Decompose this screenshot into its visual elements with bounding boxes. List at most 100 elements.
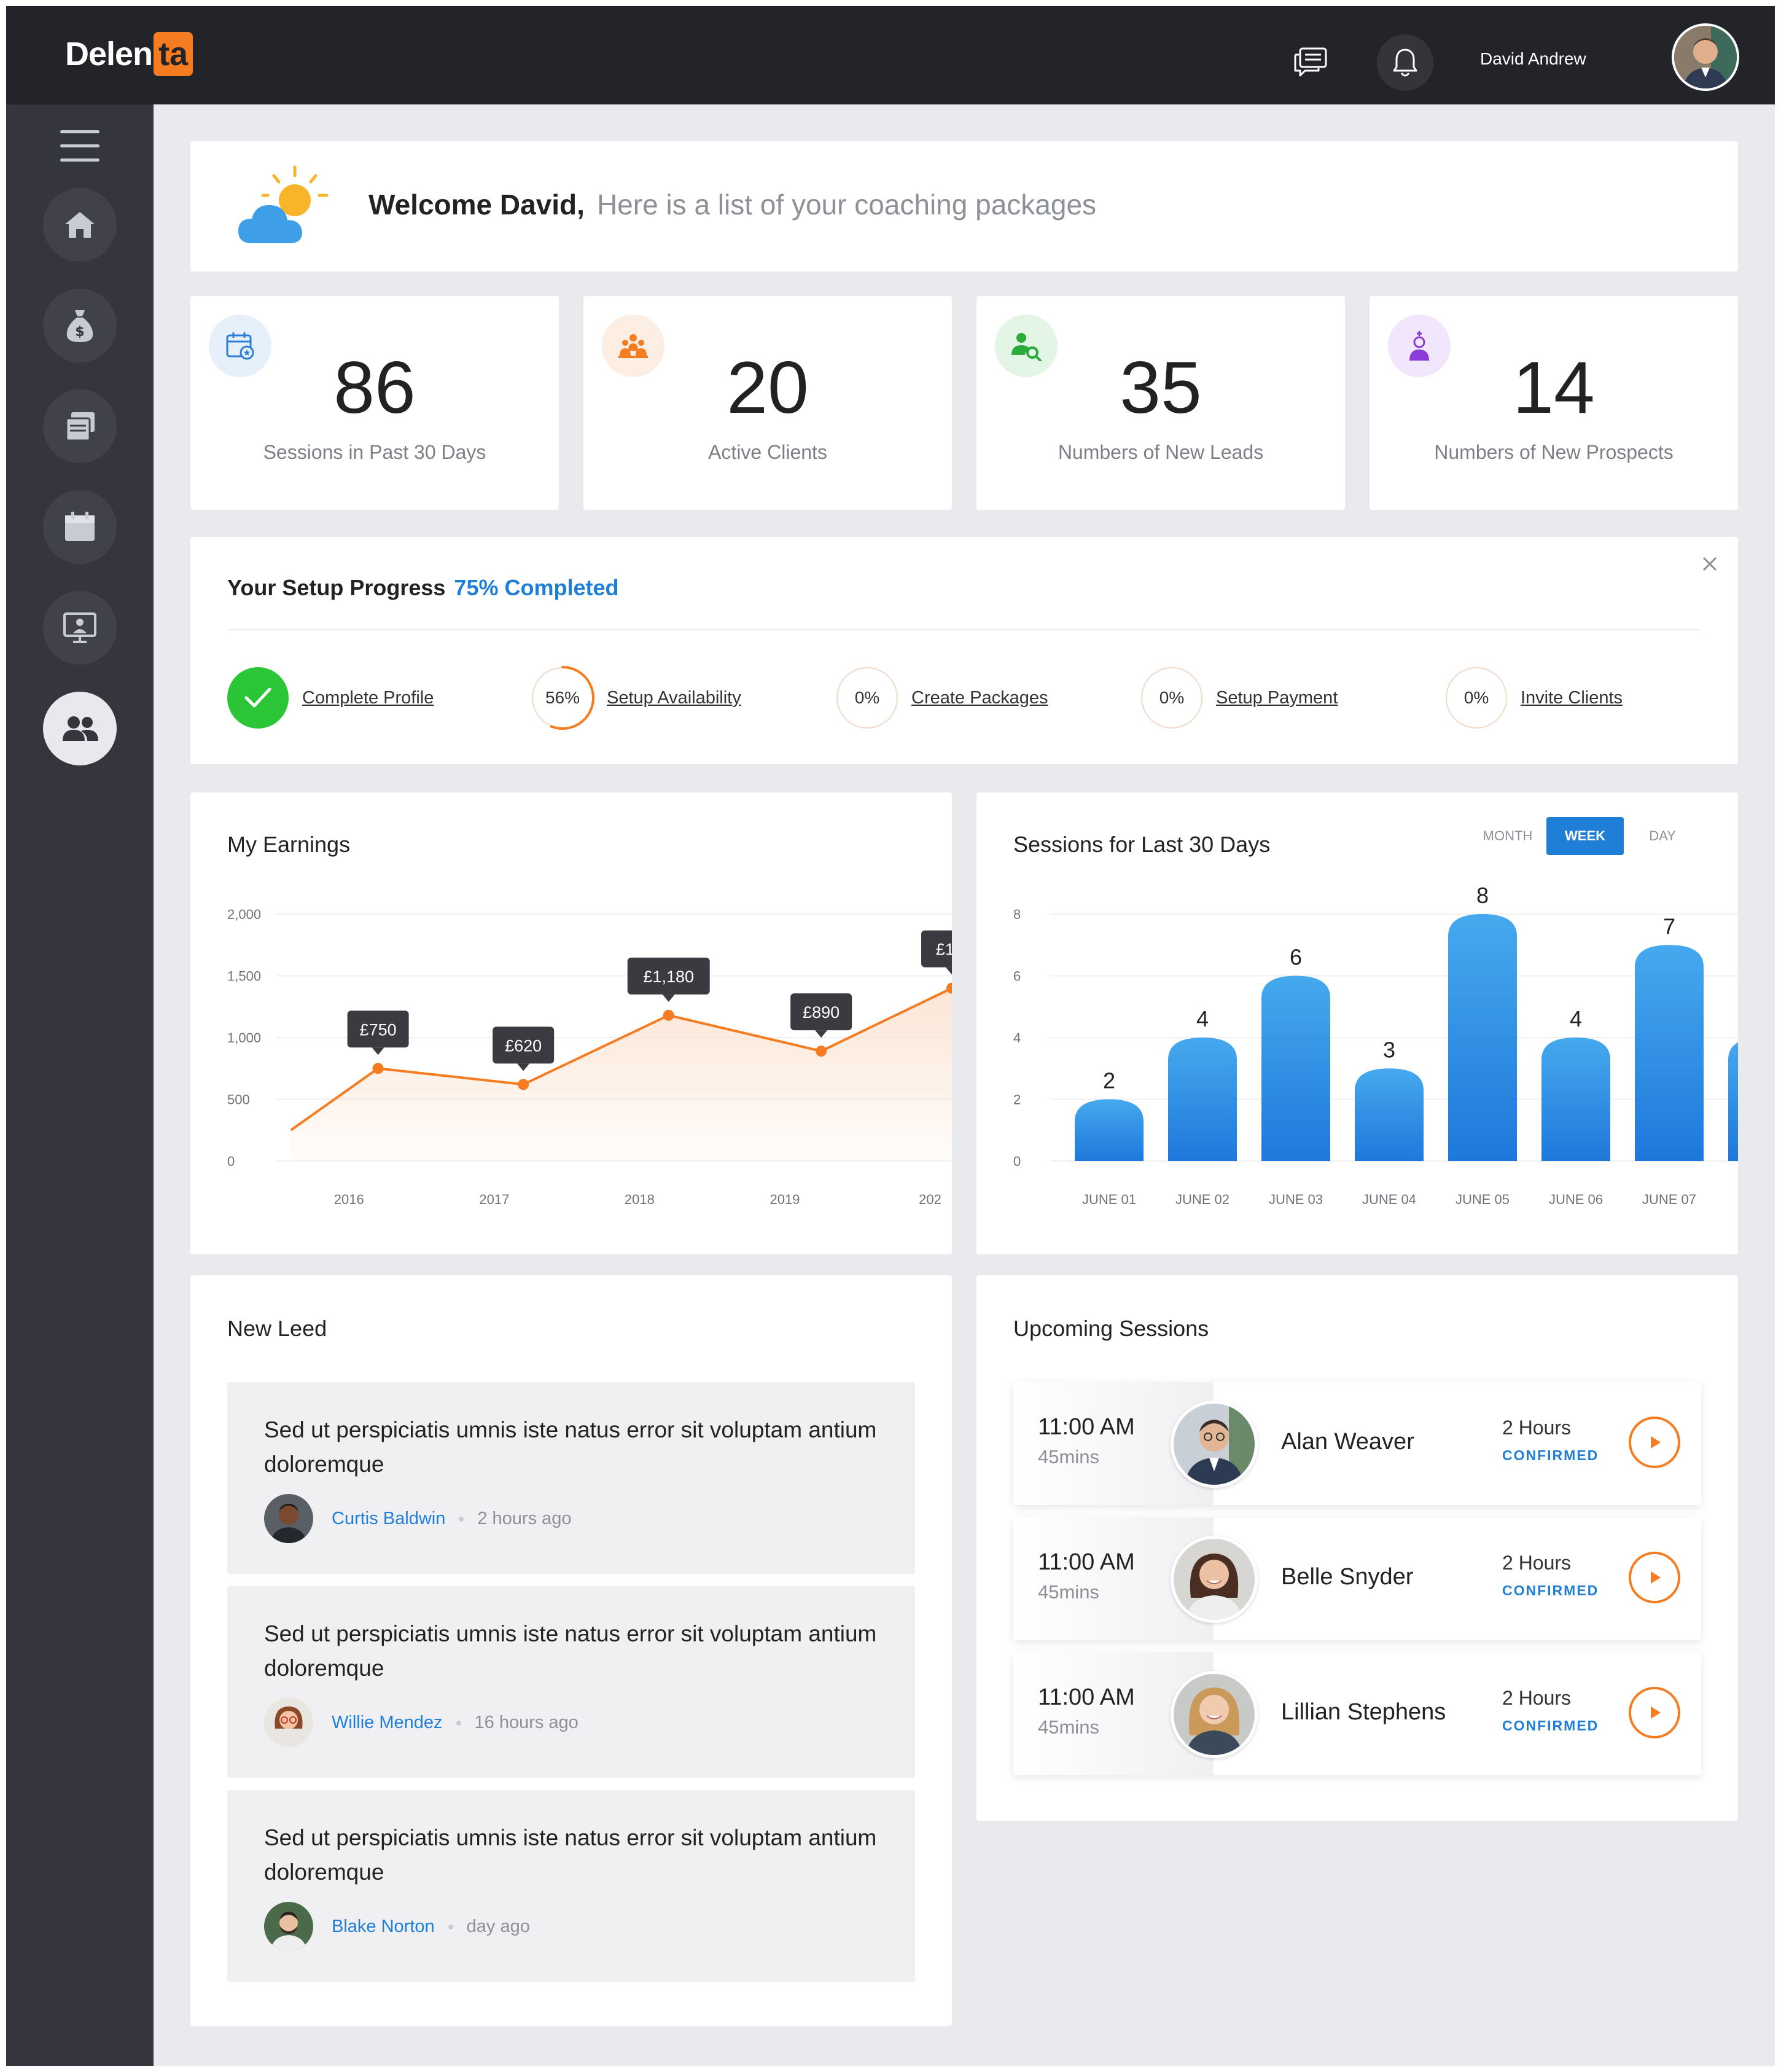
sidebar-item-calendar[interactable] [43, 490, 117, 564]
step-link[interactable]: Create Packages [911, 688, 1048, 708]
sessions-chart: 8 6 4 2 0 2 JUNE 01 4 JUNE 02 6 JUNE 03 3 JUNE 04 8 JU… [976, 792, 1738, 1254]
bar-value-label: 3 [1383, 1037, 1395, 1062]
stat-card-prospects: 14 Numbers of New Prospects [1370, 296, 1738, 510]
avatar [1171, 1401, 1258, 1488]
step-progress-ring: 0% [1141, 667, 1202, 729]
lead-name[interactable]: Curtis Baldwin [332, 1509, 445, 1529]
user-name[interactable]: David Andrew [1480, 49, 1586, 69]
setup-step[interactable]: Complete Profile [227, 667, 434, 729]
bar [1168, 1038, 1237, 1161]
step-link[interactable]: Invite Clients [1521, 688, 1623, 708]
new-lead-card: New Leed Sed ut perspiciatis umnis iste … [190, 1275, 952, 2026]
close-button[interactable] [1697, 552, 1722, 576]
play-button[interactable] [1629, 1417, 1680, 1468]
x-tick-label: 2016 [334, 1192, 364, 1207]
step-progress-ring: 0% [1446, 667, 1507, 729]
stat-card-clients: 20 Active Clients [583, 296, 952, 510]
bar-value-label: 6 [1290, 945, 1302, 970]
setup-step[interactable]: 0% Invite Clients [1446, 667, 1623, 729]
stat-value: 20 [583, 345, 952, 430]
session-hours: 2 Hours [1502, 1417, 1571, 1439]
lead-text: Sed ut perspiciatis umnis iste natus err… [264, 1821, 878, 1890]
session-item[interactable]: 11:00 AM 45mins Lillian Stephens 2 Hours… [1013, 1652, 1701, 1775]
play-button[interactable] [1629, 1687, 1680, 1738]
lead-item[interactable]: Sed ut perspiciatis umnis iste natus err… [227, 1586, 915, 1778]
sidebar-item-sessions[interactable] [43, 591, 117, 665]
welcome-card: Welcome David, Here is a list of your coa… [190, 141, 1738, 272]
avatar [264, 1494, 313, 1543]
lead-meta: Willie Mendez 16 hours ago [332, 1713, 579, 1733]
step-link[interactable]: Complete Profile [302, 688, 434, 708]
play-button[interactable] [1629, 1552, 1680, 1603]
menu-toggle-button[interactable] [60, 130, 99, 162]
notifications-button[interactable] [1377, 34, 1433, 91]
bar [1635, 945, 1704, 1161]
sidebar-item-packages[interactable] [43, 389, 117, 463]
session-client-name: Alan Weaver [1281, 1429, 1414, 1455]
upcoming-title: Upcoming Sessions [1013, 1316, 1209, 1342]
data-point [663, 1010, 674, 1021]
play-icon [1645, 1433, 1664, 1452]
session-item[interactable]: 11:00 AM 45mins Belle Snyder 2 Hours CON… [1013, 1517, 1701, 1640]
lead-time: 16 hours ago [475, 1713, 579, 1733]
session-time: 11:00 AM [1038, 1684, 1135, 1711]
session-item[interactable]: 11:00 AM 45mins Alan Weaver 2 Hours CONF… [1013, 1382, 1701, 1505]
y-tick-label: 1,000 [227, 1030, 261, 1046]
user-avatar[interactable] [1672, 23, 1739, 91]
session-client-name: Lillian Stephens [1281, 1699, 1446, 1726]
lead-name[interactable]: Blake Norton [332, 1917, 435, 1937]
earnings-card: My Earnings 2,000 1,500 1,000 500 0 2016 2017 2… [190, 792, 952, 1254]
data-label: £1,3 [936, 940, 952, 959]
step-complete-badge [227, 667, 289, 729]
sidebar-item-earnings[interactable]: $ [43, 289, 117, 362]
sidebar-item-clients[interactable] [43, 692, 117, 765]
setup-percent: 75% Completed [454, 575, 618, 600]
x-tick-label: JUNE 06 [1549, 1192, 1603, 1207]
sidebar-item-home[interactable] [43, 188, 117, 262]
stat-label: Active Clients [583, 441, 952, 464]
data-point [373, 1063, 384, 1074]
lead-meta: Blake Norton day ago [332, 1917, 530, 1937]
avatar [1171, 1671, 1258, 1758]
lead-meta: Curtis Baldwin 2 hours ago [332, 1509, 572, 1529]
upcoming-sessions-card: Upcoming Sessions 11:00 AM 45mins Alan W… [976, 1275, 1738, 1821]
y-tick-label: 500 [227, 1092, 250, 1108]
data-label: £1,180 [643, 968, 694, 986]
setup-step[interactable]: 0% Create Packages [836, 667, 1048, 729]
bar [1075, 1100, 1144, 1162]
money-bag-icon: $ [64, 308, 95, 343]
x-tick-label: JUNE 07 [1642, 1192, 1696, 1207]
logo[interactable]: Delen ta [65, 32, 193, 76]
step-progress-ring: 0% [836, 667, 898, 729]
earnings-chart: 2,000 1,500 1,000 500 0 2016 2017 2018 2019 202 £7… [190, 792, 952, 1254]
setup-step[interactable]: 0% Setup Payment [1141, 667, 1338, 729]
welcome-text: Welcome David, Here is a list of your coa… [368, 188, 1096, 221]
lead-item[interactable]: Sed ut perspiciatis umnis iste natus err… [227, 1790, 915, 1982]
setup-progress-card: Your Setup Progress 75% Completed Complet… [190, 537, 1738, 764]
stat-value: 35 [976, 345, 1345, 430]
new-lead-title: New Leed [227, 1316, 327, 1342]
session-duration: 45mins [1038, 1581, 1099, 1603]
step-link[interactable]: Setup Availability [607, 688, 741, 708]
calendar-icon [63, 510, 97, 544]
svg-text:$: $ [75, 324, 84, 340]
stat-card-leads: 35 Numbers of New Leads [976, 296, 1345, 510]
step-link[interactable]: Setup Payment [1216, 688, 1338, 708]
separator-dot [448, 1925, 453, 1929]
messages-button[interactable] [1282, 34, 1339, 91]
x-tick-label: JUNE 04 [1362, 1192, 1416, 1207]
y-tick-label: 6 [1013, 969, 1021, 984]
bar-value-label: 4 [1570, 1006, 1582, 1031]
lead-text: Sed ut perspiciatis umnis iste natus err… [264, 1617, 878, 1686]
play-icon [1645, 1568, 1664, 1587]
lead-name[interactable]: Willie Mendez [332, 1713, 443, 1733]
lead-text: Sed ut perspiciatis umnis iste natus err… [264, 1413, 878, 1482]
setup-step[interactable]: 56% Setup Availability [532, 667, 741, 729]
tooltip-arrow [517, 1063, 529, 1071]
session-duration: 45mins [1038, 1446, 1099, 1468]
x-tick-label: 202 [919, 1192, 941, 1207]
data-label: £620 [505, 1036, 542, 1055]
status-badge: CONFIRMED [1502, 1447, 1599, 1464]
lead-item[interactable]: Sed ut perspiciatis umnis iste natus err… [227, 1382, 915, 1574]
data-label: £890 [803, 1003, 840, 1022]
